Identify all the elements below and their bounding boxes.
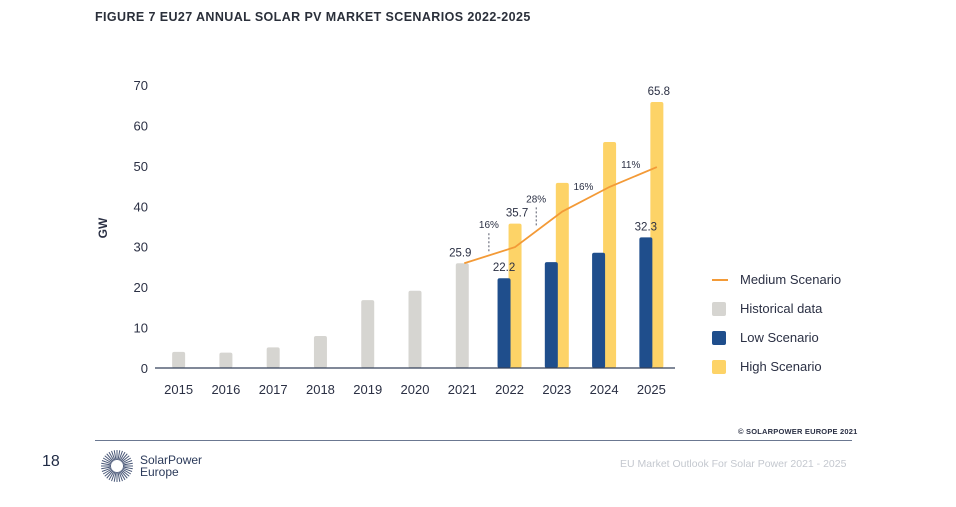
data-label: 22.2 xyxy=(493,262,515,274)
bar-historical xyxy=(266,347,280,368)
chart-legend: Medium Scenario Historical data Low Scen… xyxy=(712,265,841,381)
copyright-notice: © SOLARPOWER EUROPE 2021 xyxy=(738,427,858,436)
legend-label: High Scenario xyxy=(740,359,822,374)
bar-historical xyxy=(313,336,327,368)
y-axis-label: GW xyxy=(96,217,110,238)
bar-low-scenario xyxy=(544,262,558,368)
y-tick-label: 40 xyxy=(134,199,148,214)
legend-item-medium: Medium Scenario xyxy=(712,265,841,294)
bar-historical xyxy=(361,300,375,368)
line-medium-scenario xyxy=(463,166,658,265)
bar-low-scenario xyxy=(497,278,511,368)
x-tick-label: 2015 xyxy=(164,382,193,397)
y-tick-label: 60 xyxy=(134,118,148,133)
figure-title: FIGURE 7 EU27 ANNUAL SOLAR PV MARKET SCE… xyxy=(95,10,531,24)
legend-box-swatch xyxy=(712,359,726,374)
legend-label: Historical data xyxy=(740,301,823,316)
bar-high-scenario xyxy=(508,223,522,368)
solarpower-europe-logo: SolarPower Europe xyxy=(100,449,202,483)
legend-item-historical: Historical data xyxy=(712,294,841,323)
y-tick-label: 20 xyxy=(134,280,148,295)
report-title: EU Market Outlook For Solar Power 2021 -… xyxy=(620,458,847,470)
data-label: 65.8 xyxy=(648,86,670,98)
y-tick-label: 10 xyxy=(134,321,148,336)
logo-text: SolarPower Europe xyxy=(140,454,202,478)
x-tick-label: 2019 xyxy=(353,382,382,397)
growth-rate-label: 16% xyxy=(573,182,593,193)
legend-box-swatch xyxy=(712,301,726,316)
sunburst-icon xyxy=(101,450,133,482)
growth-rate-label: 28% xyxy=(526,194,546,205)
x-tick-label: 2024 xyxy=(590,382,619,397)
bar-historical xyxy=(408,290,422,368)
legend-item-low: Low Scenario xyxy=(712,323,841,352)
bar-historical xyxy=(455,263,469,368)
x-tick-label: 2016 xyxy=(211,382,240,397)
growth-rate-label: 11% xyxy=(621,160,640,171)
bar-high-scenario xyxy=(603,142,617,368)
x-tick-label: 2021 xyxy=(448,382,477,397)
bar-historical xyxy=(219,352,233,368)
legend-box-swatch xyxy=(712,330,726,345)
bar-low-scenario xyxy=(592,252,606,368)
legend-label: Low Scenario xyxy=(740,330,819,345)
x-tick-label: 2023 xyxy=(542,382,571,397)
legend-label: Medium Scenario xyxy=(740,272,842,287)
data-label: 25.9 xyxy=(449,247,471,259)
x-tick-label: 2022 xyxy=(495,382,524,397)
data-label: 32.3 xyxy=(635,221,657,233)
growth-rate-label: 16% xyxy=(479,220,499,231)
logo-line-2: Europe xyxy=(140,465,179,479)
logo-line-1: SolarPower xyxy=(140,453,203,467)
bar-high-scenario xyxy=(555,182,569,368)
y-tick-label: 30 xyxy=(134,240,148,255)
data-label: 35.7 xyxy=(506,208,528,220)
y-tick-label: 50 xyxy=(134,159,148,174)
bar-low-scenario xyxy=(639,237,653,368)
x-tick-label: 2018 xyxy=(306,382,335,397)
x-tick-label: 2020 xyxy=(401,382,430,397)
bar-historical xyxy=(172,351,186,368)
page-number: 18 xyxy=(42,453,60,470)
legend-line-swatch xyxy=(712,278,728,281)
x-tick-label: 2017 xyxy=(259,382,288,397)
legend-item-high: High Scenario xyxy=(712,352,841,381)
y-tick-label: 0 xyxy=(141,361,148,376)
y-tick-label: 70 xyxy=(134,78,148,93)
footer-divider xyxy=(95,440,852,441)
x-tick-label: 2025 xyxy=(637,382,666,397)
bar-chart: 0 10 20 30 40 50 60 70 GW 2015 2016 2017 2018 2019 202… xyxy=(96,78,675,397)
